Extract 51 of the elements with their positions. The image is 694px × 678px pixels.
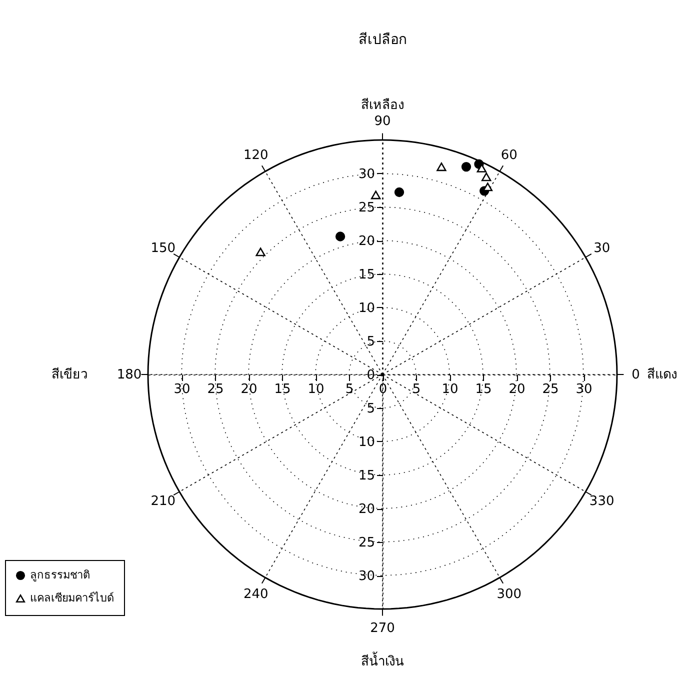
legend-label: ลูกธรรมชาติ [30, 568, 90, 582]
x-tick-label: 15 [274, 382, 291, 397]
x-tick-label: 20 [508, 382, 526, 397]
text: 180 [116, 368, 142, 382]
point [370, 190, 381, 200]
annotation: 120 [243, 148, 268, 164]
x-tick-label: 25 [207, 382, 224, 397]
y-tick-label: 30 [358, 569, 375, 584]
y-tick-label: 20 [358, 502, 375, 517]
annotation: 150 [150, 240, 176, 256]
text: 90 [374, 114, 391, 130]
point [256, 248, 266, 256]
x-tick-label: 10 [442, 382, 458, 397]
x-tick-label: 30 [576, 382, 592, 397]
x-tick-label: 30 [174, 382, 190, 397]
text: 270 [370, 620, 395, 636]
x-tick-label: 5 [412, 382, 421, 397]
chart-title: สีเปลือก [358, 32, 406, 48]
x-tick-label: 0 [378, 382, 388, 397]
text: สีแดง [647, 366, 678, 382]
y-tick-label: 10 [358, 301, 375, 316]
text: สีน้ำเงิน [361, 651, 404, 670]
y-tick-label: 15 [358, 268, 375, 282]
y-tick-label: 30 [358, 167, 375, 182]
x-tick-label: 25 [542, 382, 559, 397]
x-tick-label: 5 [345, 382, 354, 397]
annotation: 30 [594, 240, 610, 256]
y-tick-label: 15 [358, 468, 375, 484]
y-tick-label: 10 [358, 435, 375, 450]
text: 0 [632, 368, 640, 382]
x-tick-label: 20 [240, 382, 258, 397]
text: สีเขียว [52, 366, 88, 382]
legend-label: แคลเซียมคาร์ไบด์ [30, 592, 114, 604]
annotation: 60 [500, 148, 518, 164]
annotation: 330 [589, 494, 614, 510]
point [394, 187, 404, 198]
y-tick-label: 20 [358, 234, 375, 249]
x-tick-label: 15 [475, 382, 492, 397]
annotation: 240 [243, 586, 268, 602]
y-tick-label: 5 [366, 402, 375, 416]
text: สีเหลือง [361, 97, 404, 114]
point [335, 232, 346, 242]
point [436, 162, 446, 172]
annotation: 300 [496, 586, 522, 602]
point [482, 172, 492, 182]
y-tick-label: 25 [358, 200, 375, 216]
annotation: 210 [150, 494, 176, 510]
x-tick-label: 10 [308, 382, 324, 397]
y-tick-label: 25 [358, 536, 375, 550]
y-tick-label: 5 [366, 334, 375, 350]
point [461, 162, 472, 172]
